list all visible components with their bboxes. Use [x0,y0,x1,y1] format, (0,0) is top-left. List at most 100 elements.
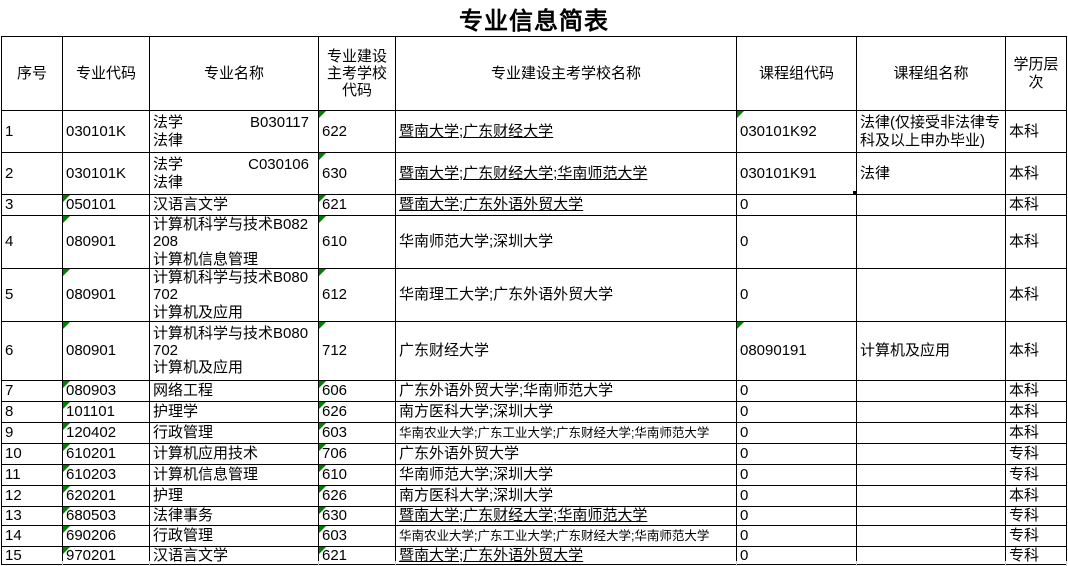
cell-major-code[interactable]: 610203 [62,463,150,486]
cell-education-level[interactable]: 本科 [1005,110,1067,153]
cell-school-names[interactable]: 广东财经大学 [395,320,737,381]
cell-school-code[interactable]: 612 [318,268,396,322]
cell-school-names[interactable]: 暨南大学;广东外语外贸大学 [395,194,737,216]
cell-serial[interactable]: 5 [1,268,63,322]
cell-school-names[interactable]: 华南农业大学;广东工业大学;广东财经大学;华南师范大学 [395,524,737,547]
cell-school-code[interactable]: 622 [318,110,396,153]
cell-major-name[interactable]: 汉语言文学 [149,194,319,216]
cell-serial[interactable]: 3 [1,194,63,216]
cell-major-name[interactable]: 法学 C030106 法律 [149,152,319,195]
cell-group-name[interactable] [856,545,1006,566]
cell-group-code[interactable]: 0 [736,379,857,402]
cell-major-name[interactable]: 计算机信息管理 [149,463,319,486]
cell-major-name[interactable]: 护理 [149,484,319,507]
fill-handle[interactable] [852,190,856,194]
cell-school-names[interactable]: 华南农业大学;广东工业大学;广东财经大学;华南师范大学 [395,421,737,444]
cell-major-code[interactable]: 101101 [62,400,150,423]
cell-school-names[interactable]: 华南师范大学;深圳大学 [395,463,737,486]
cell-group-code[interactable]: 08090191 [736,320,857,381]
cell-group-code[interactable]: 0 [736,545,857,566]
cell-major-name[interactable]: 计算机科学与技术B080702 计算机及应用 [149,268,319,322]
cell-group-code[interactable]: 0 [736,215,857,269]
cell-major-code[interactable]: 690206 [62,524,150,547]
cell-group-code[interactable]: 0 [736,463,857,486]
column-header[interactable]: 专业建设主考学校代码 [318,36,396,111]
cell-school-code[interactable]: 621 [318,545,396,566]
cell-group-name[interactable] [856,268,1006,322]
cell-major-name[interactable]: 计算机科学与技术B080702 计算机及应用 [149,320,319,381]
cell-serial[interactable]: 11 [1,463,63,486]
cell-school-code[interactable]: 603 [318,524,396,547]
cell-serial[interactable]: 1 [1,110,63,153]
cell-major-name[interactable]: 计算机科学与技术B082208 计算机信息管理 [149,215,319,269]
cell-group-name[interactable] [856,463,1006,486]
cell-school-code[interactable]: 630 [318,505,396,526]
cell-school-code[interactable]: 706 [318,442,396,465]
cell-school-names[interactable]: 华南理工大学;广东外语外贸大学 [395,268,737,322]
cell-serial[interactable]: 10 [1,442,63,465]
cell-serial[interactable]: 13 [1,505,63,526]
cell-serial[interactable]: 14 [1,524,63,547]
cell-school-code[interactable]: 606 [318,379,396,402]
cell-group-name[interactable] [856,442,1006,465]
cell-education-level[interactable]: 本科 [1005,194,1067,216]
cell-education-level[interactable]: 本科 [1005,379,1067,402]
cell-major-name[interactable]: 计算机应用技术 [149,442,319,465]
cell-education-level[interactable]: 专科 [1005,524,1067,547]
cell-school-names[interactable]: 南方医科大学;深圳大学 [395,400,737,423]
cell-major-code[interactable]: 030101K [62,110,150,153]
cell-group-name[interactable] [856,379,1006,402]
cell-group-code[interactable]: 0 [736,400,857,423]
column-header[interactable]: 课程组名称 [856,36,1006,111]
cell-major-code[interactable]: 030101K [62,152,150,195]
cell-school-names[interactable]: 南方医科大学;深圳大学 [395,484,737,507]
cell-education-level[interactable]: 本科 [1005,320,1067,381]
cell-group-name[interactable] [856,524,1006,547]
cell-school-names[interactable]: 暨南大学;广东财经大学 [395,110,737,153]
cell-group-name[interactable] [856,400,1006,423]
column-header[interactable]: 专业代码 [62,36,150,111]
cell-major-code[interactable]: 080901 [62,268,150,322]
cell-school-code[interactable]: 630 [318,152,396,195]
cell-school-code[interactable]: 626 [318,484,396,507]
cell-group-code[interactable]: 0 [736,484,857,507]
cell-major-code[interactable]: 120402 [62,421,150,444]
cell-education-level[interactable]: 专科 [1005,505,1067,526]
cell-group-code[interactable]: 0 [736,194,857,216]
cell-major-name[interactable]: 网络工程 [149,379,319,402]
cell-group-name[interactable]: 计算机及应用 [856,320,1006,381]
cell-group-code[interactable]: 0 [736,442,857,465]
cell-serial[interactable]: 2 [1,152,63,195]
cell-school-names[interactable]: 暨南大学;广东财经大学;华南师范大学 [395,152,737,195]
cell-serial[interactable]: 4 [1,215,63,269]
cell-group-name[interactable] [856,194,1006,216]
cell-group-name[interactable] [856,505,1006,526]
cell-education-level[interactable]: 专科 [1005,463,1067,486]
cell-major-name[interactable]: 汉语言文学 [149,545,319,566]
cell-major-name[interactable]: 行政管理 [149,524,319,547]
column-header[interactable]: 序号 [1,36,63,111]
cell-school-names[interactable]: 暨南大学;广东外语外贸大学 [395,545,737,566]
cell-education-level[interactable]: 专科 [1005,442,1067,465]
cell-school-code[interactable]: 610 [318,215,396,269]
cell-group-name[interactable]: 法律 [856,152,1006,195]
cell-major-code[interactable]: 050101 [62,194,150,216]
column-header[interactable]: 专业建设主考学校名称 [395,36,737,111]
cell-serial[interactable]: 12 [1,484,63,507]
cell-education-level[interactable]: 本科 [1005,400,1067,423]
cell-school-code[interactable]: 610 [318,463,396,486]
cell-major-name[interactable]: 法学 B030117 法律 [149,110,319,153]
cell-group-name[interactable] [856,215,1006,269]
cell-education-level[interactable]: 本科 [1005,421,1067,444]
cell-serial[interactable]: 6 [1,320,63,381]
cell-education-level[interactable]: 专科 [1005,545,1067,566]
cell-education-level[interactable]: 本科 [1005,484,1067,507]
cell-group-code[interactable]: 0 [736,268,857,322]
cell-major-code[interactable]: 080901 [62,320,150,381]
cell-school-names[interactable]: 广东外语外贸大学 [395,442,737,465]
cell-serial[interactable]: 8 [1,400,63,423]
cell-major-name[interactable]: 护理学 [149,400,319,423]
cell-group-name[interactable]: 法律(仅接受非法律专科及以上申办毕业) [856,110,1006,153]
cell-major-code[interactable]: 610201 [62,442,150,465]
cell-group-name[interactable] [856,421,1006,444]
